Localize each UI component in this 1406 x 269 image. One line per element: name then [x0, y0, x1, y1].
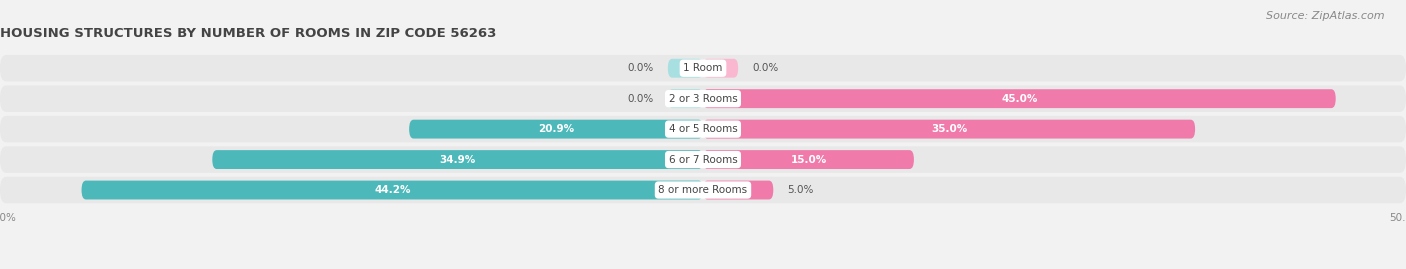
FancyBboxPatch shape	[409, 120, 703, 139]
Text: HOUSING STRUCTURES BY NUMBER OF ROOMS IN ZIP CODE 56263: HOUSING STRUCTURES BY NUMBER OF ROOMS IN…	[0, 27, 496, 40]
Text: 0.0%: 0.0%	[752, 63, 779, 73]
FancyBboxPatch shape	[668, 89, 703, 108]
Text: Source: ZipAtlas.com: Source: ZipAtlas.com	[1267, 11, 1385, 21]
FancyBboxPatch shape	[0, 177, 1406, 203]
Text: 6 or 7 Rooms: 6 or 7 Rooms	[669, 155, 737, 165]
FancyBboxPatch shape	[0, 116, 1406, 142]
Text: 8 or more Rooms: 8 or more Rooms	[658, 185, 748, 195]
FancyBboxPatch shape	[703, 120, 1195, 139]
FancyBboxPatch shape	[668, 59, 703, 78]
FancyBboxPatch shape	[212, 150, 703, 169]
FancyBboxPatch shape	[0, 55, 1406, 82]
Text: 0.0%: 0.0%	[627, 63, 654, 73]
FancyBboxPatch shape	[0, 86, 1406, 112]
FancyBboxPatch shape	[703, 180, 773, 200]
FancyBboxPatch shape	[0, 146, 1406, 173]
Text: 1 Room: 1 Room	[683, 63, 723, 73]
Text: 45.0%: 45.0%	[1001, 94, 1038, 104]
FancyBboxPatch shape	[703, 59, 738, 78]
Text: 2 or 3 Rooms: 2 or 3 Rooms	[669, 94, 737, 104]
Text: 34.9%: 34.9%	[440, 155, 475, 165]
FancyBboxPatch shape	[703, 150, 914, 169]
Text: 35.0%: 35.0%	[931, 124, 967, 134]
Text: 20.9%: 20.9%	[538, 124, 574, 134]
Text: 44.2%: 44.2%	[374, 185, 411, 195]
FancyBboxPatch shape	[703, 89, 1336, 108]
Text: 5.0%: 5.0%	[787, 185, 814, 195]
Text: 15.0%: 15.0%	[790, 155, 827, 165]
Text: 0.0%: 0.0%	[627, 94, 654, 104]
FancyBboxPatch shape	[82, 180, 703, 200]
Text: 4 or 5 Rooms: 4 or 5 Rooms	[669, 124, 737, 134]
